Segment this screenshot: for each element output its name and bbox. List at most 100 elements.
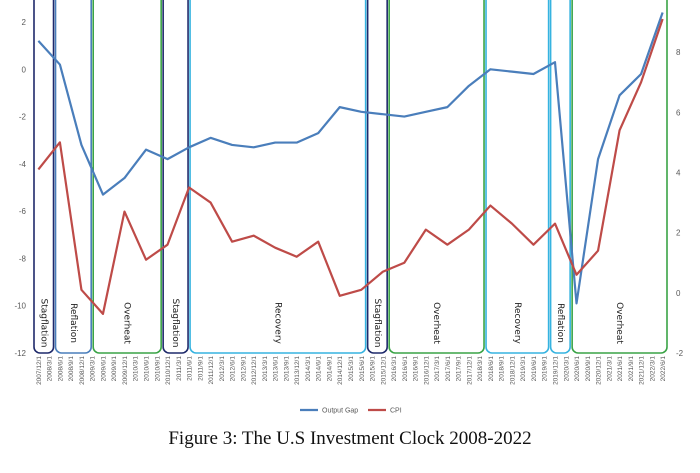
x-tick-label: 2008/3/1 [47, 356, 54, 382]
left-tick-label: -6 [19, 207, 27, 216]
x-tick-label: 2017/6/1 [445, 356, 452, 382]
left-tick-label: -8 [19, 254, 27, 263]
phase-box-7 [485, 0, 550, 354]
x-axis: 2007/12/1 2008/3/1 2008/6/1 2008/9/1 2008/12… [36, 356, 667, 385]
phase-label-2: Overheat [122, 302, 132, 344]
phase-box-5 [366, 0, 388, 354]
x-tick-label: 2021/6/1 [617, 356, 624, 382]
x-tick-label: 2018/6/1 [488, 356, 495, 382]
x-tick-label: 2010/3/1 [133, 356, 140, 382]
series-lines [37, 12, 664, 315]
phase-box-4 [189, 0, 367, 354]
x-tick-label: 2008/9/1 [68, 356, 75, 382]
x-tick-label: 2019/6/1 [531, 356, 538, 382]
left-tick-label: -4 [19, 160, 27, 169]
x-tick-label: 2015/6/1 [359, 356, 366, 382]
x-tick-label: 2019/12/1 [552, 356, 559, 385]
x-tick-label: 2015/12/1 [380, 356, 387, 385]
series-line-output-gap [37, 12, 664, 305]
x-tick-label: 2015/3/1 [348, 356, 355, 382]
left-tick-label: -2 [19, 113, 27, 122]
x-tick-label: 2020/6/1 [574, 356, 581, 382]
x-tick-label: 2016/6/1 [402, 356, 409, 382]
x-tick-label: 2013/3/1 [262, 356, 269, 382]
x-tick-label: 2020/3/1 [563, 356, 570, 382]
right-tick-label: -2 [676, 349, 684, 358]
x-tick-label: 2018/12/1 [509, 356, 516, 385]
phase-label-5: Stagflation [372, 299, 382, 348]
phase-box-0 [33, 0, 55, 354]
phase-label-0: Stagflation [38, 299, 48, 348]
x-tick-label: 2012/9/1 [240, 356, 247, 382]
right-tick-label: 0 [676, 289, 681, 298]
x-tick-label: 2008/6/1 [57, 356, 64, 382]
x-tick-label: 2009/6/1 [100, 356, 107, 382]
x-tick-label: 2014/6/1 [316, 356, 323, 382]
x-tick-label: 2016/12/1 [423, 356, 430, 385]
x-tick-label: 2019/3/1 [520, 356, 527, 382]
phase-box-3 [162, 0, 189, 354]
phase-box-9 [571, 0, 668, 354]
x-tick-label: 2022/3/1 [649, 356, 656, 382]
right-tick-label: 4 [676, 168, 681, 177]
phase-label-8: Reflation [555, 303, 565, 343]
phase-label-3: Stagflation [170, 299, 180, 348]
x-tick-label: 2017/12/1 [466, 356, 473, 385]
left-tick-label: -12 [14, 349, 26, 358]
x-tick-label: 2011/12/1 [208, 356, 215, 385]
x-tick-label: 2015/9/1 [370, 356, 377, 382]
left-tick-label: -10 [14, 302, 26, 311]
x-tick-label: 2008/12/1 [79, 356, 86, 385]
x-tick-label: 2017/3/1 [434, 356, 441, 382]
x-tick-label: 2020/9/1 [585, 356, 592, 382]
phase-label-6: Overheat [431, 302, 441, 344]
right-axis: 8 6 4 2 0 -2 [676, 48, 684, 358]
x-tick-label: 2010/9/1 [154, 356, 161, 382]
phase-box-8 [549, 0, 571, 354]
x-tick-label: 2007/12/1 [36, 356, 43, 385]
x-tick-label: 2014/9/1 [326, 356, 333, 382]
x-tick-label: 2009/9/1 [111, 356, 118, 382]
x-tick-label: 2020/12/1 [596, 356, 603, 385]
x-tick-label: 2009/3/1 [90, 356, 97, 382]
x-tick-label: 2021/12/1 [639, 356, 646, 385]
x-tick-label: 2011/6/1 [187, 356, 194, 381]
x-tick-label: 2017/9/1 [456, 356, 463, 382]
phase-label-7: Recovery [512, 302, 522, 344]
x-tick-label: 2016/3/1 [391, 356, 398, 382]
x-tick-label: 2010/6/1 [144, 356, 151, 382]
series-line-cpi [37, 18, 664, 315]
x-tick-label: 2016/9/1 [413, 356, 420, 382]
x-tick-label: 2011/9/1 [197, 356, 204, 381]
x-tick-label: 2021/3/1 [606, 356, 613, 382]
left-axis: 2 0 -2 -4 -6 -8 -10 -12 [14, 18, 26, 358]
x-tick-label: 2022/6/1 [660, 356, 667, 382]
x-tick-label: 2013/6/1 [273, 356, 280, 382]
x-tick-label: 2009/12/1 [122, 356, 129, 385]
phase-label-1: Reflation [68, 303, 78, 343]
x-tick-label: 2013/12/1 [294, 356, 301, 385]
legend-label: CPI [390, 408, 402, 415]
legend-label: Output Gap [322, 408, 358, 415]
x-tick-label: 2012/6/1 [230, 356, 237, 382]
figure-caption: Figure 3: The U.S Investment Clock 2008-… [168, 428, 532, 449]
phase-boxes: Stagflation Reflation Overheat Stagflation R… [33, 0, 668, 354]
x-tick-label: 2010/12/1 [165, 356, 172, 385]
phase-box-1 [54, 0, 92, 354]
left-tick-label: 2 [22, 18, 27, 27]
x-tick-label: 2013/9/1 [283, 356, 290, 382]
right-tick-label: 6 [676, 108, 681, 117]
x-tick-label: 2014/12/1 [337, 356, 344, 385]
phase-label-9: Overheat [614, 302, 624, 344]
x-tick-label: 2018/3/1 [477, 356, 484, 382]
x-tick-label: 2012/12/1 [251, 356, 258, 385]
right-tick-label: 2 [676, 229, 681, 238]
x-tick-label: 2011/3/1 [176, 356, 183, 381]
phase-box-2 [92, 0, 162, 354]
x-tick-label: 2014/3/1 [305, 356, 312, 382]
x-tick-label: 2019/9/1 [542, 356, 549, 382]
x-tick-label: 2021/9/1 [628, 356, 635, 382]
left-tick-label: 0 [22, 65, 27, 74]
investment-clock-chart: Stagflation Reflation Overheat Stagflation R… [14, 0, 684, 415]
right-tick-label: 8 [676, 48, 681, 57]
